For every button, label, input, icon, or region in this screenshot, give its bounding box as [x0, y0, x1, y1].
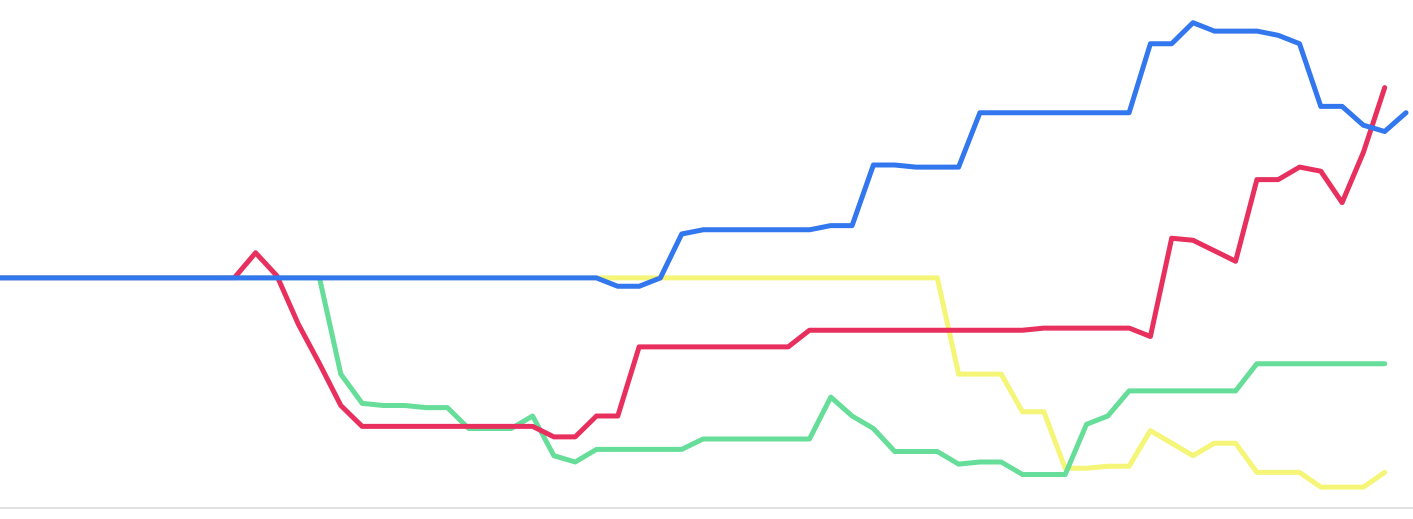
series-group — [0, 20, 1409, 490]
series-line-1 — [0, 275, 1388, 490]
series-line-3 — [0, 85, 1388, 440]
series-line-4 — [0, 20, 1409, 289]
